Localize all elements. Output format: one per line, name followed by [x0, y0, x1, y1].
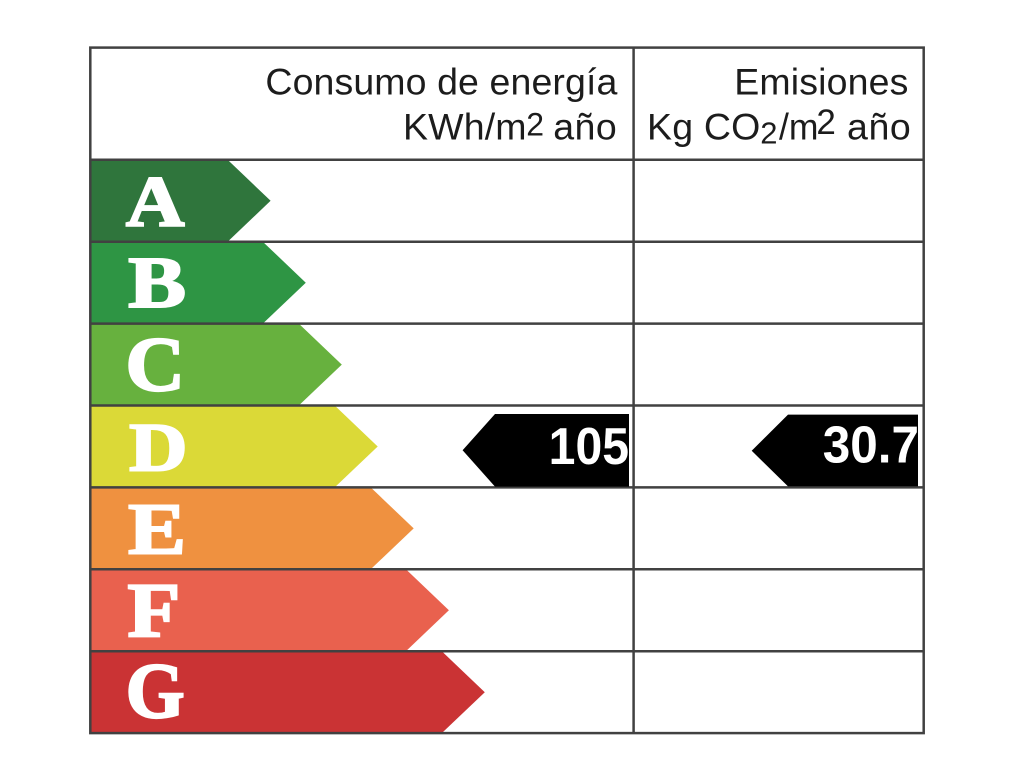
- svg-text:Kg CO: Kg CO: [647, 106, 761, 148]
- svg-text:D: D: [129, 410, 187, 486]
- svg-text:E: E: [128, 490, 186, 570]
- svg-text:año: año: [553, 106, 617, 148]
- svg-text:F: F: [127, 567, 180, 653]
- svg-text:2: 2: [760, 116, 777, 151]
- svg-text:C: C: [126, 322, 185, 407]
- svg-text:Consumo de energía: Consumo de energía: [265, 61, 617, 103]
- svg-text:KWh/m: KWh/m: [403, 106, 527, 148]
- svg-text:105: 105: [549, 417, 629, 475]
- svg-text:Emisiones: Emisiones: [734, 61, 908, 103]
- svg-text:A: A: [126, 161, 185, 242]
- svg-text:G: G: [126, 647, 185, 735]
- svg-text:/m: /m: [779, 106, 819, 148]
- svg-text:2: 2: [816, 103, 835, 142]
- svg-text:2: 2: [526, 107, 544, 143]
- svg-text:30.7: 30.7: [823, 416, 919, 474]
- svg-text:B: B: [128, 243, 186, 323]
- svg-text:año: año: [847, 106, 911, 148]
